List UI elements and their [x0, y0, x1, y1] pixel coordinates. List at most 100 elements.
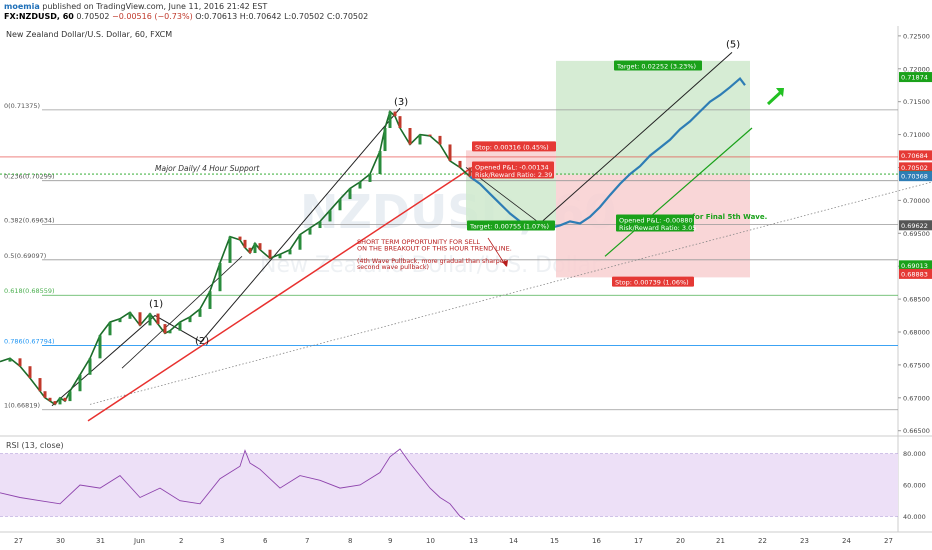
price-candle [8, 358, 12, 362]
stop-label-2-box [612, 276, 694, 287]
time-axis-label: 30 [56, 537, 65, 545]
wave-label: (5) [726, 40, 740, 51]
time-axis-label: 14 [509, 537, 518, 545]
price-candle [188, 316, 192, 323]
price-candle [98, 335, 102, 359]
pnl-label-2-text: Opened P&L: -0.00880 [619, 216, 693, 224]
price-candle [438, 135, 442, 145]
price-tag-label: 0.69622 [901, 222, 928, 230]
time-axis-label: 15 [550, 537, 559, 545]
price-tag-box [899, 72, 932, 83]
rsi-line [0, 448, 466, 520]
price-tag-box [899, 171, 932, 182]
chart-subtitle: New Zealand Dollar/U.S. Dollar, 60, FXCM [6, 30, 173, 39]
stop-label-1-box [472, 141, 556, 152]
time-axis-label: 8 [348, 537, 352, 545]
price-candle [428, 134, 432, 137]
price-candle [38, 378, 42, 392]
price-change: −0.00516 (−0.73%) [112, 12, 193, 21]
support-label: Major Daily/ 4 Hour Support [155, 164, 260, 173]
price-candle [78, 374, 82, 392]
price-candle [393, 111, 397, 117]
watermark-name: New Zealand Dollar/U.S. Dollar [260, 253, 601, 278]
fib-level-label: 1(0.66819) [4, 402, 40, 410]
time-axis-label: 17 [634, 537, 643, 545]
price-candle [338, 199, 342, 211]
price-candle [268, 249, 272, 259]
price-candle [448, 144, 452, 161]
time-axis-label: 2 [179, 537, 183, 545]
time-axis-label: 21 [716, 537, 725, 545]
price-tick-label: 0.68500 [903, 296, 930, 304]
price-candle [168, 330, 172, 334]
price-candle [368, 174, 372, 182]
pnl-label-1-text: Risk/Reward Ratio: 2.39 [475, 171, 552, 179]
projection-series-line [469, 77, 746, 230]
price-tag-label: 0.69013 [901, 262, 928, 270]
price-candle [218, 262, 222, 292]
author-name[interactable]: moemia [4, 2, 40, 11]
time-axis-label: 7 [305, 537, 309, 545]
fib-level-label: 0.382(0.69634) [4, 216, 55, 224]
time-axis-label: 31 [96, 537, 105, 545]
sell-note-line2: ON THE BREAKOUT OF THIS HOUR TREND LINE. [357, 244, 512, 252]
price-candle [308, 228, 312, 235]
price-candle [383, 128, 387, 152]
wave-label: (1) [149, 299, 163, 310]
pnl-label-2-box [616, 214, 694, 232]
price-candle [388, 111, 392, 128]
pullback-note-line2: second wave pullback) [357, 264, 429, 271]
wave-count-line [51, 107, 401, 407]
price-tick-label: 0.70000 [903, 197, 930, 205]
target-arrow-shaft [766, 89, 784, 106]
price-candle [408, 128, 412, 145]
price-candle [238, 236, 242, 240]
price-candle [208, 291, 212, 309]
rsi-tick-label: 40.000 [903, 513, 926, 521]
price-tag-label: 0.70368 [901, 173, 928, 181]
price-candle [468, 167, 472, 177]
price-candle [163, 324, 167, 334]
price-candle [138, 312, 142, 326]
price-tick-label: 0.71500 [903, 98, 930, 106]
price-candle [328, 210, 332, 222]
price-tick-label: 0.72500 [903, 32, 930, 40]
price-candle [53, 401, 57, 405]
rsi-title: RSI (13, close) [6, 441, 64, 450]
sell-arrow-shaft [487, 237, 507, 267]
price-candle [398, 116, 402, 128]
time-axis-label: 13 [469, 537, 478, 545]
publish-info: published on TradingView.com, June 11, 2… [42, 2, 268, 11]
price-candle [253, 243, 257, 254]
time-axis-label: 6 [263, 537, 268, 545]
target-label-2-box [614, 60, 702, 71]
fib-level-label: 0.786(0.67794) [4, 338, 55, 346]
target-zone-2 [556, 60, 750, 175]
sell-note-line1: SHORT TERM OPPORTUNITY FOR SELL [357, 238, 480, 246]
target-label-2-text: Target: 0.02252 (3.23%) [616, 62, 696, 70]
fib-level-label: 0(0.71375) [4, 102, 40, 110]
fib-level-label: 0.5(0.69097) [4, 252, 46, 260]
price-tag-box [899, 220, 932, 231]
price-candle [88, 358, 92, 375]
wave5-line [539, 51, 733, 224]
price-tag-box [899, 162, 932, 173]
stop-label-2-text: Stop: 0.00739 (1.06%) [615, 279, 689, 287]
fifth-wave-note: for Final 5th Wave. [692, 213, 767, 221]
channel-line-2 [604, 127, 753, 257]
rsi-band [0, 453, 898, 517]
channel-line-1 [121, 256, 243, 369]
price-tag-box [899, 150, 932, 161]
price-candle [458, 160, 462, 168]
time-axis-label: 3 [220, 537, 224, 545]
price-candle [118, 318, 122, 323]
wave-label: (3) [394, 97, 408, 108]
price-tick-label: 0.69500 [903, 230, 930, 238]
price-candle [156, 313, 160, 325]
price-tag-label: 0.71874 [901, 74, 928, 82]
price-candle [178, 322, 182, 331]
pullback-note-line1: (4th Wave Pullback, more gradual than sh… [357, 258, 507, 265]
price-candle [358, 181, 362, 189]
pnl-label-1-box [472, 161, 554, 179]
